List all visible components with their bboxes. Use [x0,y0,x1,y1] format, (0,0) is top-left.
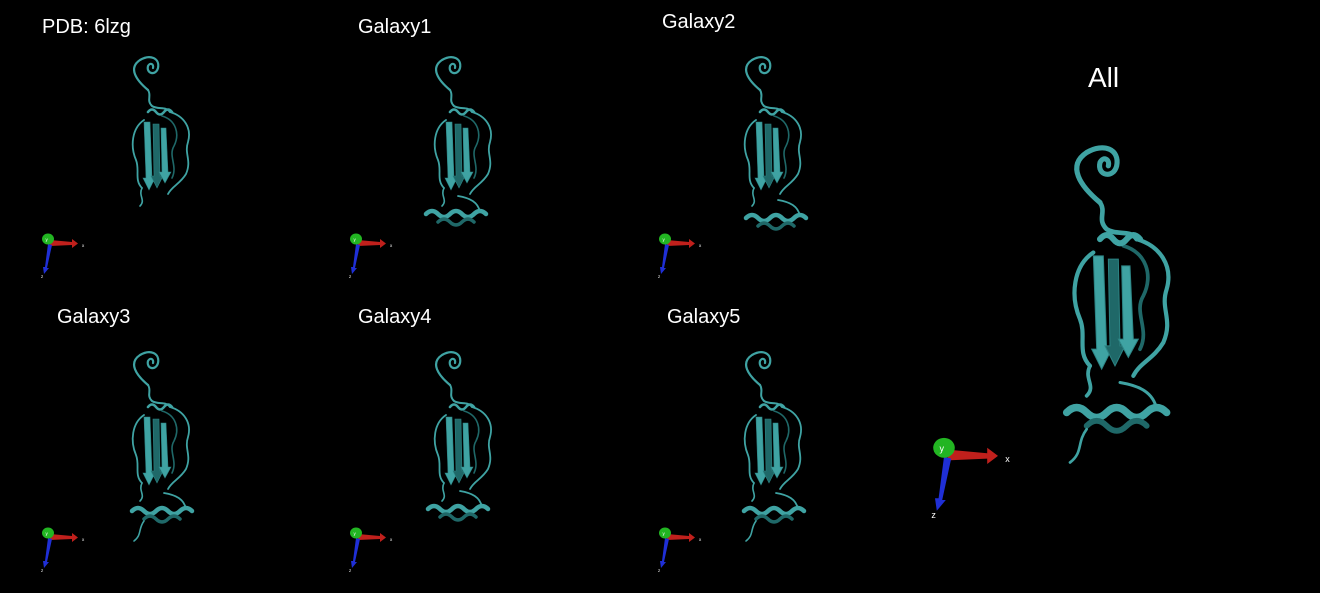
axis-label-z: z [658,274,661,279]
protein-structure-galaxy5 [741,351,807,542]
panel-title-pdb: PDB: 6lzg [42,16,131,38]
axis-label-x: x [699,537,702,542]
axes-gizmo-galaxy1: y x z [349,233,393,279]
axes-gizmo-galaxy5: y x z [658,527,702,573]
axes-gizmo-galaxy4: y x z [349,527,393,573]
axes-gizmo-galaxy3: y x z [41,527,85,573]
axis-label-y: y [46,531,49,536]
protein-structure-galaxy4 [425,351,492,522]
panel-title-galaxy3: Galaxy3 [57,306,131,328]
axes-gizmo-galaxy2: y x z [658,233,702,279]
axis-label-x: x [82,243,85,248]
axis-label-z: z [41,568,44,573]
axis-label-x: x [1005,454,1010,464]
axis-label-z: z [658,568,661,573]
axes-gizmo-all: y x z [931,437,1010,520]
axis-label-z: z [41,274,44,279]
axis-label-y: y [940,443,945,453]
axis-label-x: x [390,537,393,542]
panel-title-galaxy4: Galaxy4 [358,306,432,328]
axis-label-y: y [354,531,357,536]
axis-label-y: y [354,237,357,242]
axis-label-z: z [349,568,352,573]
protein-structure-all [1062,145,1171,464]
panel-title-galaxy5: Galaxy5 [667,306,741,328]
axes-gizmo-pdb: y x z [41,233,85,279]
protein-structure-galaxy3 [129,351,195,542]
panel-title-galaxy2: Galaxy2 [662,11,736,33]
axis-label-z: z [931,510,936,520]
protein-structure-pdb [131,56,190,207]
axis-label-x: x [82,537,85,542]
panel-title-galaxy1: Galaxy1 [358,16,432,38]
axis-label-z: z [349,274,352,279]
axis-label-y: y [663,531,666,536]
panel-title-all: All [1088,62,1120,93]
protein-structure-galaxy1 [423,56,492,227]
axis-label-x: x [390,243,393,248]
axis-label-y: y [663,237,666,242]
protein-structure-galaxy2 [743,56,809,231]
axis-label-x: x [699,243,702,248]
axis-label-y: y [46,237,49,242]
